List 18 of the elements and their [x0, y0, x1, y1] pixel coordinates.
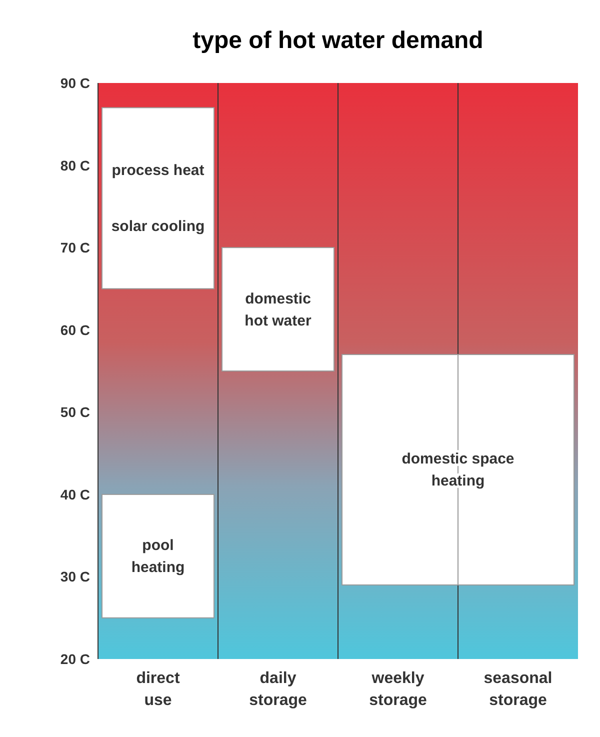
x-tick-label: weekly storage: [369, 670, 427, 709]
y-tick-label: 80 C: [60, 157, 90, 174]
y-tick-label: 60 C: [60, 322, 90, 338]
series-label: domestic space heating: [402, 450, 514, 490]
chart-title: type of hot water demand: [192, 27, 484, 54]
x-tick-label: direct use: [136, 670, 180, 709]
y-tick-label: 40 C: [60, 486, 90, 502]
y-tick-label: 90 C: [60, 75, 90, 91]
bar: [102, 494, 214, 618]
series-label: domestic hot water: [244, 290, 312, 330]
y-tick-label: 20 C: [60, 651, 90, 667]
series-label: pool heating: [131, 537, 185, 576]
y-tick-label: 70 C: [60, 240, 90, 256]
y-tick-label: 50 C: [60, 404, 90, 420]
y-tick-label: 30 C: [60, 568, 90, 585]
x-tick-label: seasonal storage: [484, 670, 552, 709]
x-tick-label: daily storage: [249, 670, 307, 709]
text: process heat solar cooling: [111, 162, 205, 236]
